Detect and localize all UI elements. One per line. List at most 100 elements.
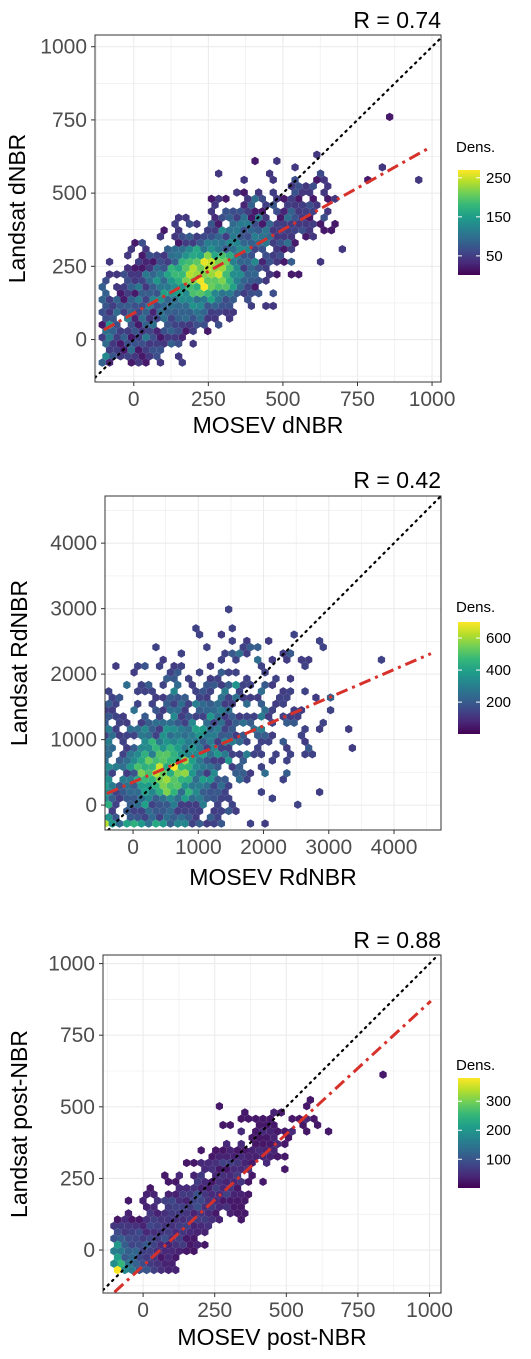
hexbin-cell (175, 238, 183, 248)
x-axis-label: MOSEV dNBR (193, 412, 344, 438)
hexbin-cell (105, 699, 113, 709)
hexbin-cell (255, 226, 263, 235)
hexbin-cell (123, 756, 131, 765)
hexbin-cell (197, 1183, 205, 1193)
hexbin-cell (178, 257, 186, 266)
hexbin-cell (185, 320, 194, 329)
hexbin-cell (215, 232, 223, 241)
hexbin-cell (145, 743, 153, 753)
hexbin-cell (279, 737, 287, 746)
hexbin-cell (244, 282, 252, 292)
hexbin-cell (273, 156, 281, 166)
hexbin-cell (338, 245, 346, 254)
hexbin-cell (247, 238, 255, 248)
hexbin-cell (170, 737, 178, 746)
hexbin-cell (139, 1234, 147, 1243)
hexbin-cell (195, 769, 204, 778)
hexbin-cell (98, 333, 106, 342)
hexbin-cell (206, 775, 215, 784)
hexbin-cell (192, 762, 200, 772)
hexbin-cell (295, 194, 303, 203)
hexbin-cell (138, 276, 146, 285)
y-axis-label: Landsat dNBR (4, 134, 30, 284)
hexbin-cell (164, 245, 172, 254)
hexbin-cell (186, 1228, 194, 1237)
hexbin-cell (149, 345, 157, 355)
hexbin-cell (141, 750, 149, 759)
hexbin-cell (223, 1202, 231, 1212)
legend-tick-label: 400 (486, 662, 511, 679)
hexbin-cell (112, 712, 120, 721)
hexbin-cell (237, 1190, 245, 1199)
hexbin-cell (258, 219, 266, 229)
hexbin-cell (230, 1190, 238, 1199)
hexbin-cell (212, 1146, 220, 1155)
hexbin-cell (270, 1146, 278, 1155)
hexbin-cell (152, 819, 160, 828)
hexbin-cell (233, 1183, 242, 1193)
hexbin-cell (130, 668, 138, 677)
hexbin-cell (153, 339, 161, 348)
hexbin-cell (259, 1114, 267, 1123)
hexbin-cell (251, 245, 259, 254)
hexbin-cell (130, 731, 138, 740)
hexbin-cell (222, 207, 230, 216)
hexbin-cell (199, 724, 207, 734)
hexbin-cell (109, 326, 117, 336)
hexbin-cell (105, 295, 114, 304)
hexbin-cell (146, 1259, 154, 1268)
hexbin-cell (172, 1202, 180, 1212)
fit-line (106, 652, 432, 795)
hexbin-cell (262, 263, 270, 273)
hexbin-cell (230, 1152, 238, 1161)
hexbin-cell (105, 345, 114, 355)
hexbin-cell (215, 219, 223, 229)
hexbin-cell (298, 226, 306, 235)
hexbin-cell (186, 1190, 194, 1199)
hexbin-cell (225, 226, 234, 235)
hexbin-cell (327, 226, 336, 235)
hexbin-cell (175, 226, 183, 235)
hexbin-cell (123, 819, 131, 828)
hexbin-cell (200, 245, 208, 254)
hexbin-cell (175, 289, 183, 298)
hexbin-cell (148, 737, 156, 746)
hexbin-cell (225, 251, 234, 260)
hexbin-cell (193, 320, 201, 329)
hexbin-cell (218, 238, 226, 248)
hexbin-cell (159, 756, 167, 765)
hexbin-cell (175, 314, 183, 323)
hexbin-cell (164, 270, 172, 279)
hexbin-cell (160, 314, 168, 323)
hexbin-cell (175, 301, 183, 311)
hexbin-cell (134, 750, 142, 759)
hexbin-cell (258, 245, 266, 254)
hexbin-cell (297, 655, 306, 664)
hexbin-cell (148, 800, 156, 809)
hexbin-cell (324, 182, 332, 191)
hexbin-cell (148, 687, 156, 696)
hexbin-cell (268, 731, 276, 740)
hexbin-cell (266, 219, 274, 229)
hexbin-cell (240, 289, 248, 298)
hexbin-cell (188, 819, 196, 828)
hexbin-cell (207, 295, 215, 304)
hexbin-cell (167, 276, 175, 285)
hexbin-cell (241, 1108, 249, 1117)
hexbin-cell (166, 706, 175, 715)
hexbin-cell (161, 1259, 169, 1268)
hexbin-cell (239, 643, 247, 652)
hexbin-cell (174, 769, 182, 778)
hexbin-cell (320, 213, 328, 222)
hexbin-cell (124, 289, 132, 298)
hexbin-cell (230, 1202, 238, 1212)
x-tick-label: 2000 (240, 836, 287, 859)
hexbin-cell (197, 1196, 205, 1205)
hexbin-cell (222, 270, 230, 279)
legend-title: Dens. (456, 1057, 495, 1074)
hexbin-cell (131, 263, 139, 273)
x-tick-label: 500 (265, 388, 300, 411)
hexbin-cell (261, 731, 269, 740)
hexbin-cell (215, 194, 223, 203)
hexbin-cell (178, 232, 186, 241)
